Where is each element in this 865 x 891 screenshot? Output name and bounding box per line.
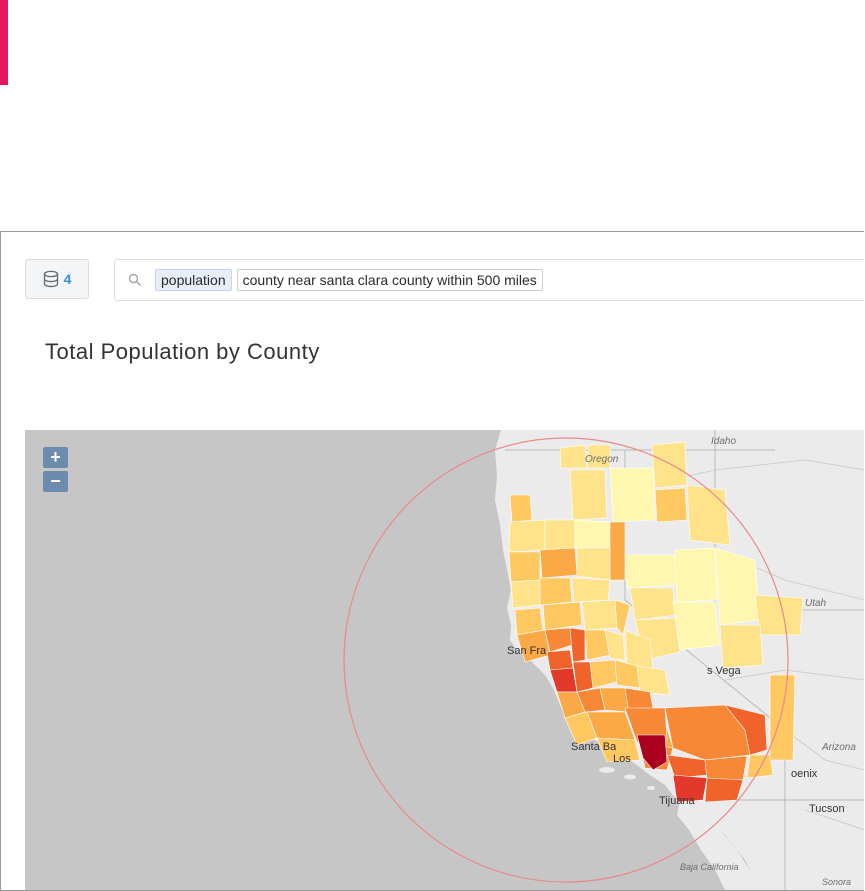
- map-canvas[interactable]: Idaho Oregon Utah Arizona Baja Californi…: [25, 430, 864, 890]
- county[interactable]: [754, 594, 804, 636]
- zoom-in-button[interactable]: +: [43, 447, 68, 468]
- county[interactable]: [674, 547, 718, 603]
- county[interactable]: [609, 467, 656, 523]
- label-tijuana: Tijuana: [659, 795, 696, 807]
- search-token-population[interactable]: population: [155, 269, 232, 291]
- data-source-count: 4: [63, 271, 72, 287]
- search-icon: [128, 273, 141, 286]
- county[interactable]: [651, 441, 688, 489]
- label-idaho: Idaho: [711, 436, 736, 447]
- county[interactable]: [514, 607, 544, 636]
- radius-circle: [343, 437, 789, 883]
- county[interactable]: [686, 484, 731, 546]
- label-tucson: Tucson: [809, 803, 845, 815]
- county[interactable]: [581, 599, 618, 631]
- county[interactable]: [724, 704, 768, 756]
- county[interactable]: [542, 601, 583, 631]
- map[interactable]: Idaho Oregon Utah Arizona Baja Californi…: [25, 430, 864, 890]
- county-shapes[interactable]: [508, 441, 804, 803]
- county[interactable]: [596, 737, 641, 763]
- label-las-vegas: s Vega: [707, 665, 742, 677]
- county[interactable]: [544, 519, 576, 551]
- label-oregon: Oregon: [585, 454, 619, 465]
- label-phoenix: oenix: [791, 768, 818, 780]
- label-arizona: Arizona: [821, 742, 856, 753]
- county[interactable]: [571, 577, 611, 603]
- county[interactable]: [539, 547, 578, 579]
- county[interactable]: [609, 521, 626, 581]
- search-token-county-filter[interactable]: county near santa clara county within 50…: [236, 269, 543, 291]
- county[interactable]: [719, 624, 764, 669]
- county[interactable]: [508, 551, 541, 583]
- county[interactable]: [704, 777, 744, 803]
- answer-panel: 4 population county near santa clara cou…: [0, 231, 864, 891]
- channel-island: [624, 774, 636, 780]
- search-bar[interactable]: population county near santa clara count…: [114, 259, 864, 301]
- county[interactable]: [546, 649, 574, 671]
- database-icon: [43, 270, 58, 288]
- county[interactable]: [714, 547, 761, 626]
- label-los-angeles: Los: [613, 753, 631, 765]
- label-santa-barbara: Santa Ba: [571, 741, 617, 753]
- county[interactable]: [746, 754, 774, 779]
- county[interactable]: [510, 579, 541, 609]
- county[interactable]: [636, 665, 671, 696]
- county[interactable]: [576, 547, 611, 581]
- county[interactable]: [574, 519, 611, 549]
- county[interactable]: [569, 627, 586, 663]
- baja-peninsula: [677, 800, 760, 890]
- label-utah: Utah: [805, 598, 827, 609]
- county[interactable]: [654, 487, 688, 523]
- chart-title: Total Population by County: [45, 339, 320, 364]
- county[interactable]: [604, 629, 626, 661]
- accent-bar: [0, 0, 8, 85]
- county[interactable]: [629, 587, 676, 621]
- county[interactable]: [569, 469, 608, 521]
- county[interactable]: [508, 519, 546, 553]
- county[interactable]: [672, 774, 708, 803]
- county-los-angeles[interactable]: [636, 734, 668, 771]
- county[interactable]: [672, 601, 721, 651]
- label-san-francisco: San Fra: [507, 645, 547, 657]
- county[interactable]: [624, 554, 678, 589]
- label-baja-california: Baja California: [680, 862, 739, 872]
- county[interactable]: [559, 444, 588, 469]
- channel-island: [599, 767, 615, 773]
- county[interactable]: [624, 707, 668, 743]
- zoom-out-button[interactable]: −: [43, 471, 68, 492]
- county[interactable]: [509, 494, 533, 523]
- county[interactable]: [704, 755, 748, 781]
- county[interactable]: [769, 674, 796, 761]
- data-sources-button[interactable]: 4: [25, 259, 89, 299]
- county[interactable]: [539, 577, 573, 606]
- label-sonora: Sonora: [822, 877, 851, 887]
- channel-island: [647, 786, 655, 790]
